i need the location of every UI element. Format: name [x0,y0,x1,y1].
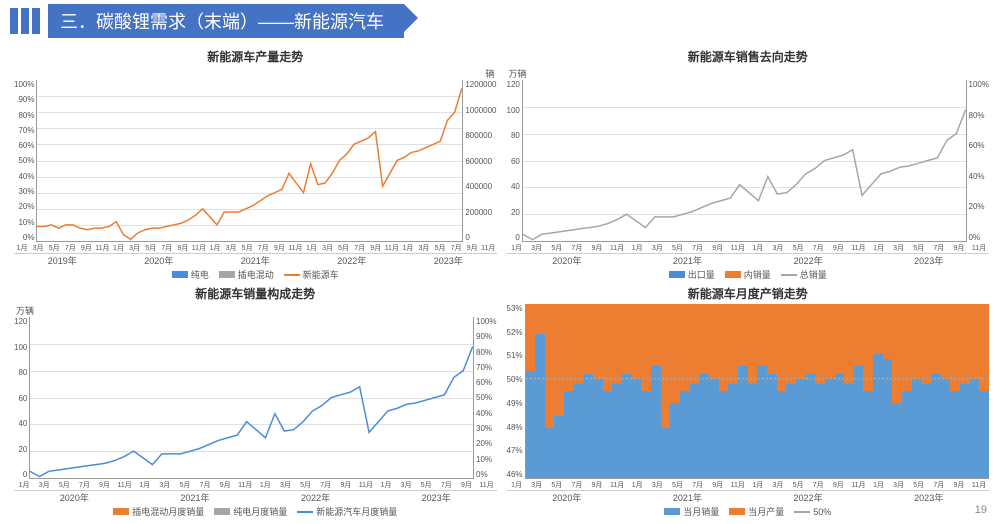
chart2-y-left: 120100806040200 [507,80,522,242]
chart1-legend: 纯电插电混动新能源车 [14,268,497,281]
chart3-legend: 插电混动月度销量纯电月度销量新能源汽车月度销量 [14,505,497,518]
page-header: 三．碳酸锂需求（末端）——新能源汽车 [0,0,1003,48]
chart3-title: 新能源车销量构成走势 [14,285,497,302]
charts-grid: 新能源车产量走势 辆 100%90%80%70%60%50%40%30%20%1… [0,48,1003,524]
chart4-y-left: 53%52%51%50%49%48%47%46% [507,304,525,479]
chart2-legend: 出口量内销量总销量 [507,268,990,281]
chart2-plot [522,80,967,242]
chart-monthly-prod-sales: 新能源车月度产销走势 53%52%51%50%49%48%47%46% 1月3月… [507,285,990,518]
chart3-plot [29,317,474,479]
chart4-legend: 当月销量当月产量50% [507,505,990,518]
chart1-title: 新能源车产量走势 [14,48,497,65]
chart1-x-axis: 1月3月5月7月9月11月1月3月5月7月9月11月1月3月5月7月9月11月1… [14,243,497,253]
chart2-title: 新能源车销售去向走势 [507,48,990,65]
chart4-plot [525,304,989,479]
chart3-years: 2020年2021年2022年2023年 [14,490,497,504]
chart3-y-left: 120100806040200 [14,317,29,479]
chart1-plot [36,80,463,242]
chart4-x-axis: 1月3月5月7月9月11月1月3月5月7月9月11月1月3月5月7月9月11月1… [507,480,990,490]
chart3-y-right: 100%90%80%70%60%50%40%30%20%10%0% [474,317,496,479]
chart1-years: 2019年2020年2021年2022年2023年 [14,253,497,267]
chart3-x-axis: 1月3月5月7月9月11月1月3月5月7月9月11月1月3月5月7月9月11月1… [14,480,497,490]
chart2-years: 2020年2021年2022年2023年 [507,253,990,267]
chart4-title: 新能源车月度产销走势 [507,285,990,302]
page-number: 19 [975,504,987,516]
chart1-y-right: 120000010000008000006000004000002000000 [463,80,496,242]
header-title: 三．碳酸锂需求（末端）——新能源汽车 [48,4,404,38]
chart2-y-right: 100%80%60%40%20%0% [967,80,989,242]
chart1-y-left: 100%90%80%70%60%50%40%30%20%10%0% [14,80,36,242]
chart-sales-destination: 新能源车销售去向走势 万辆 120100806040200 100%80%60%… [507,48,990,281]
chart4-years: 2020年2021年2022年2023年 [507,490,990,504]
header-decor-bars [10,8,40,34]
chart-sales-composition: 新能源车销量构成走势 万辆 120100806040200 100%90%80%… [14,285,497,518]
chart-production-trend: 新能源车产量走势 辆 100%90%80%70%60%50%40%30%20%1… [14,48,497,281]
chart2-x-axis: 1月3月5月7月9月11月1月3月5月7月9月11月1月3月5月7月9月11月1… [507,243,990,253]
